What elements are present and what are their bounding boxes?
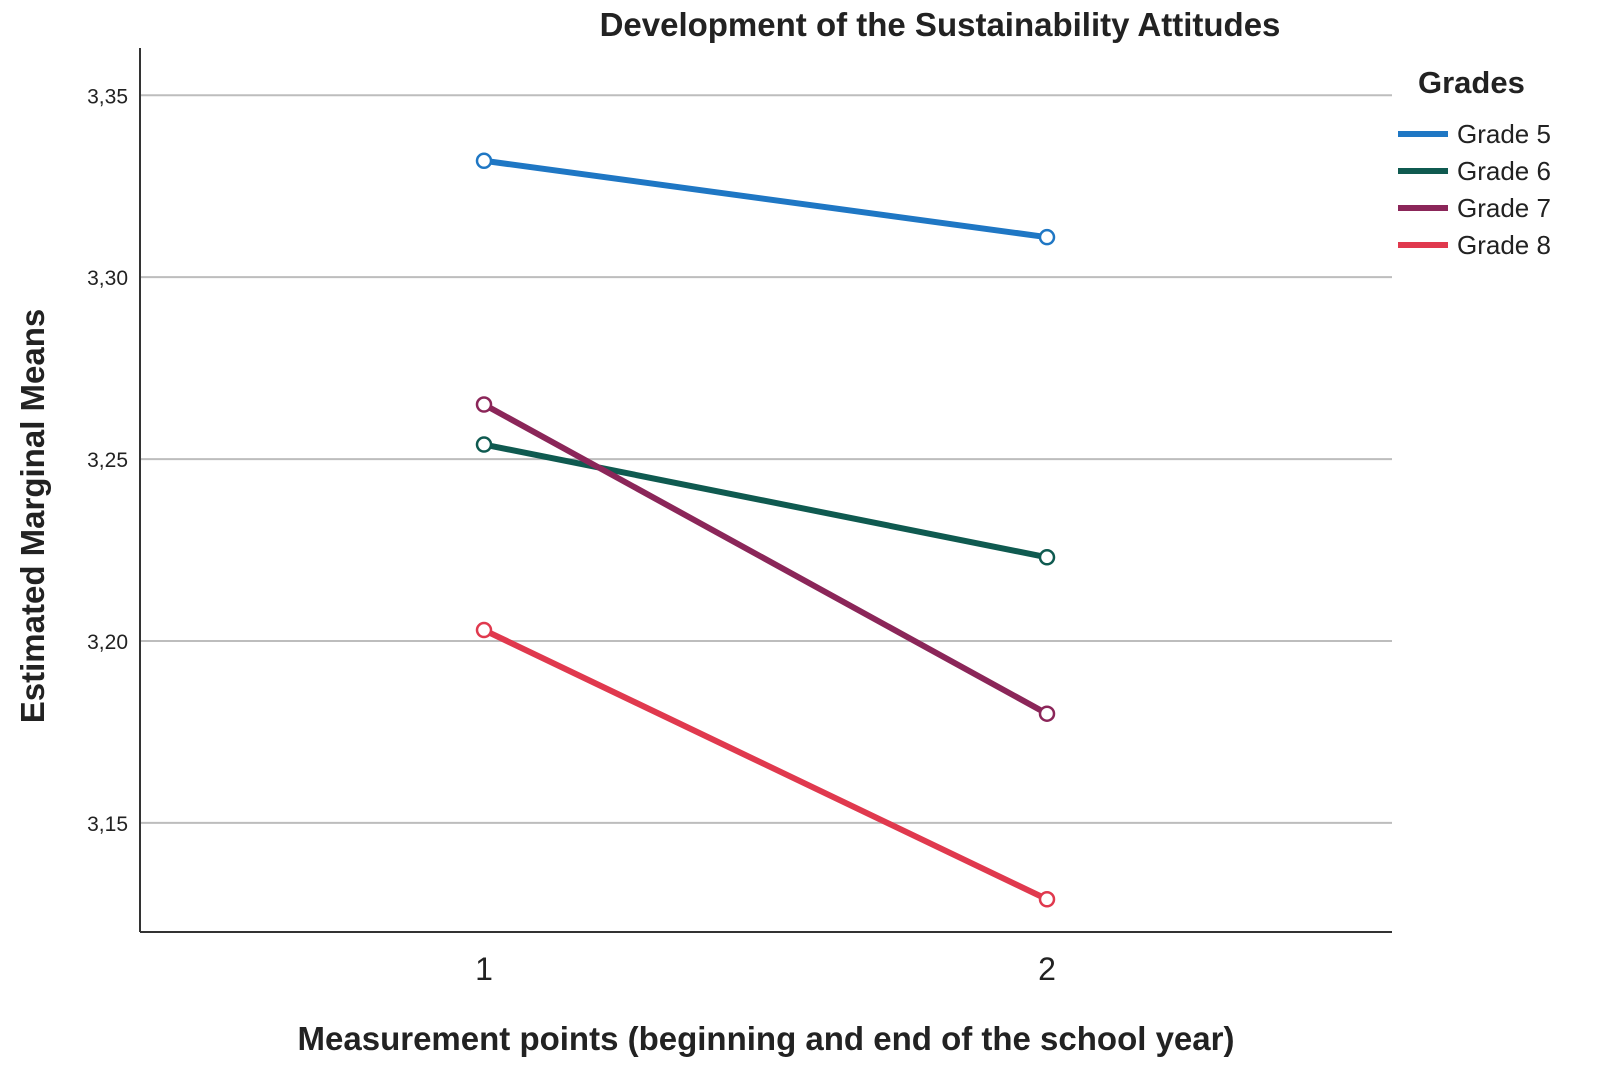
data-point-grade-5: [1038, 228, 1056, 246]
series-lines: [481, 157, 1050, 903]
axes: [139, 48, 1392, 933]
y-axis-label: Estimated Marginal Means: [14, 309, 51, 723]
legend-label-grade-5: Grade 5: [1457, 119, 1551, 149]
series-line-grade-6: [481, 441, 1050, 561]
data-point-grade-6: [1038, 549, 1056, 566]
legend-label-grade-8: Grade 8: [1457, 230, 1551, 260]
x-tick-label: 1: [475, 951, 493, 987]
series-line-grade-5: [481, 157, 1050, 241]
y-tick-label: 3,20: [87, 631, 128, 654]
series-line-grade-8: [481, 627, 1050, 903]
legend: Grades Grade 5 Grade 6 Grade 7 Grade 8: [1398, 65, 1551, 260]
chart-title: Development of the Sustainability Attitu…: [600, 6, 1281, 43]
y-tick-label: 3,35: [87, 85, 128, 108]
data-point-grade-8: [475, 621, 493, 639]
y-tick-label: 3,15: [87, 813, 128, 836]
series-points: [475, 152, 1056, 908]
data-point-grade-6: [475, 436, 493, 453]
legend-title: Grades: [1418, 65, 1525, 100]
data-point-grade-8: [1038, 891, 1056, 908]
x-tick-label: 2: [1038, 951, 1056, 987]
data-point-grade-7: [475, 396, 493, 413]
y-axis-ticks: 3,15 3,20 3,25 3,30 3,35: [87, 85, 128, 836]
legend-label-grade-7: Grade 7: [1457, 193, 1551, 223]
data-point-grade-7: [1038, 705, 1056, 722]
y-tick-label: 3,25: [87, 449, 128, 472]
series-line-grade-7: [481, 401, 1050, 717]
y-tick-label: 3,30: [87, 267, 128, 290]
legend-label-grade-6: Grade 6: [1457, 156, 1551, 186]
gridlines: [140, 94, 1392, 824]
x-axis-label: Measurement points (beginning and end of…: [298, 1020, 1235, 1057]
data-point-grade-5: [475, 152, 493, 170]
